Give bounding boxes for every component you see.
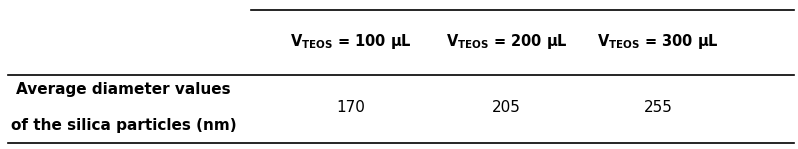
Text: Average diameter values: Average diameter values [17,82,231,97]
Text: 170: 170 [337,100,365,115]
Text: 205: 205 [492,100,521,115]
Text: $\mathbf{V_{TEOS}}$ = 200 μL: $\mathbf{V_{TEOS}}$ = 200 μL [446,32,567,51]
Text: of the silica particles (nm): of the silica particles (nm) [11,118,236,133]
Text: $\mathbf{V_{TEOS}}$ = 300 μL: $\mathbf{V_{TEOS}}$ = 300 μL [598,32,719,51]
Text: $\mathbf{V_{TEOS}}$ = 100 μL: $\mathbf{V_{TEOS}}$ = 100 μL [290,32,412,51]
Text: 255: 255 [644,100,673,115]
